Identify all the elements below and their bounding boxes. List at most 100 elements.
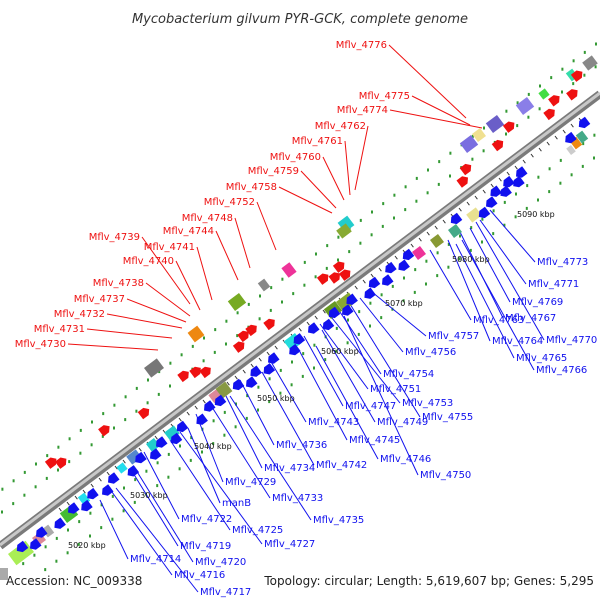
gene-label-forward: Mflv_4744 bbox=[163, 226, 214, 237]
guide-dot bbox=[391, 284, 394, 288]
gene-label-reverse: Mflv_4716 bbox=[174, 570, 225, 581]
forward-gene-arrow bbox=[177, 370, 189, 383]
gene-label-forward: Mflv_4748 bbox=[182, 213, 233, 224]
reverse-gene-arrow bbox=[108, 472, 120, 484]
gene-label-forward: Mflv_4740 bbox=[123, 256, 174, 267]
guide-dot bbox=[23, 470, 26, 474]
scale-tick bbox=[266, 351, 270, 356]
scale-label: 5080 kbp bbox=[452, 255, 490, 264]
guide-dot bbox=[133, 500, 136, 504]
leader-line bbox=[344, 140, 351, 196]
guide-dot bbox=[559, 158, 562, 162]
guide-dot bbox=[68, 437, 71, 441]
scale-tick bbox=[250, 363, 254, 368]
guide-dot bbox=[482, 149, 485, 153]
forward-gene-arrow bbox=[237, 330, 249, 343]
leader-line bbox=[169, 439, 231, 531]
forward-gene-arrow bbox=[459, 163, 472, 176]
guide-dot bbox=[234, 425, 237, 429]
guide-dot bbox=[358, 310, 361, 314]
guide-dot bbox=[594, 65, 597, 69]
scale-tick bbox=[562, 129, 566, 134]
guide-dot bbox=[100, 503, 103, 507]
scale-tick bbox=[234, 375, 238, 380]
guide-dot bbox=[548, 167, 551, 171]
scale-tick bbox=[378, 267, 382, 272]
guide-dot bbox=[12, 502, 15, 506]
reverse-gene-arrow bbox=[503, 175, 515, 188]
guide-dot bbox=[23, 493, 26, 497]
guide-dot bbox=[369, 324, 371, 328]
reverse-gene-arrow bbox=[267, 352, 280, 364]
gene-label-reverse: Mflv_4755 bbox=[422, 412, 473, 423]
leader-line bbox=[111, 491, 173, 576]
guide-dot bbox=[1, 510, 3, 514]
guide-dot bbox=[572, 82, 575, 86]
gene-box bbox=[336, 223, 352, 239]
reverse-gene-arrow bbox=[16, 540, 29, 553]
scale-tick bbox=[570, 123, 574, 128]
guide-dot bbox=[469, 248, 472, 252]
leader-line bbox=[278, 186, 333, 214]
guide-dot bbox=[537, 175, 540, 179]
leader-line bbox=[67, 343, 159, 351]
gene-label-reverse: Mflv_4714 bbox=[130, 554, 181, 565]
scale-label: 5060 kbp bbox=[321, 347, 359, 356]
guide-dot bbox=[447, 265, 450, 269]
forward-gene-arrow bbox=[98, 425, 110, 437]
guide-dot bbox=[414, 268, 417, 272]
guide-dot bbox=[471, 157, 474, 161]
scale-tick bbox=[442, 219, 446, 224]
leader-line bbox=[479, 219, 527, 285]
leader-line bbox=[359, 297, 404, 353]
guide-dot bbox=[436, 251, 439, 255]
guide-dot bbox=[12, 479, 15, 483]
guide-dot bbox=[291, 360, 293, 364]
leader-line bbox=[331, 317, 401, 404]
guide-dot bbox=[538, 107, 541, 111]
guide-dot bbox=[583, 50, 586, 54]
reverse-gene-arrow bbox=[102, 484, 114, 496]
guide-dot bbox=[437, 182, 440, 186]
guide-dot bbox=[503, 223, 506, 227]
gene-label-reverse: Mflv_4743 bbox=[308, 417, 359, 428]
guide-dot bbox=[346, 341, 349, 345]
scale-tick bbox=[58, 507, 62, 512]
guide-dot bbox=[77, 542, 80, 546]
guide-dot bbox=[393, 193, 396, 197]
guide-dot bbox=[46, 454, 49, 458]
guide-dot bbox=[113, 426, 115, 430]
gene-label-reverse: Mflv_4747 bbox=[345, 401, 396, 412]
guide-dot bbox=[167, 452, 170, 456]
leader-lines bbox=[67, 44, 545, 593]
guide-dot bbox=[259, 294, 261, 298]
scale-tick bbox=[394, 255, 398, 260]
reverse-gene-arrow bbox=[263, 363, 276, 375]
gene-label-forward: Mflv_4730 bbox=[15, 339, 66, 350]
guide-dot bbox=[481, 217, 484, 221]
leader-line bbox=[315, 345, 379, 460]
guide-dot bbox=[223, 433, 226, 437]
guide-dot bbox=[78, 520, 81, 524]
leader-line bbox=[319, 323, 369, 390]
gene-box bbox=[116, 462, 128, 474]
guide-dot bbox=[581, 164, 584, 168]
guide-dot bbox=[179, 444, 181, 448]
guide-dot bbox=[269, 308, 272, 312]
gene-box bbox=[515, 96, 535, 116]
guide-dot bbox=[537, 198, 539, 202]
guide-dot bbox=[292, 292, 295, 296]
reverse-gene-arrow bbox=[155, 436, 168, 448]
guide-dot bbox=[302, 352, 305, 356]
guide-dot bbox=[359, 218, 362, 222]
scale-tick bbox=[370, 273, 374, 278]
guide-dot bbox=[402, 299, 405, 303]
guide-dot bbox=[258, 317, 261, 321]
guide-dot bbox=[225, 319, 228, 323]
gene-label-reverse: Mflv_4725 bbox=[232, 525, 283, 536]
guide-dot bbox=[561, 67, 564, 71]
guide-dot bbox=[79, 428, 82, 432]
guide-dot bbox=[337, 258, 339, 262]
scale-tick bbox=[498, 177, 502, 182]
forward-gene-arrow bbox=[570, 70, 583, 82]
